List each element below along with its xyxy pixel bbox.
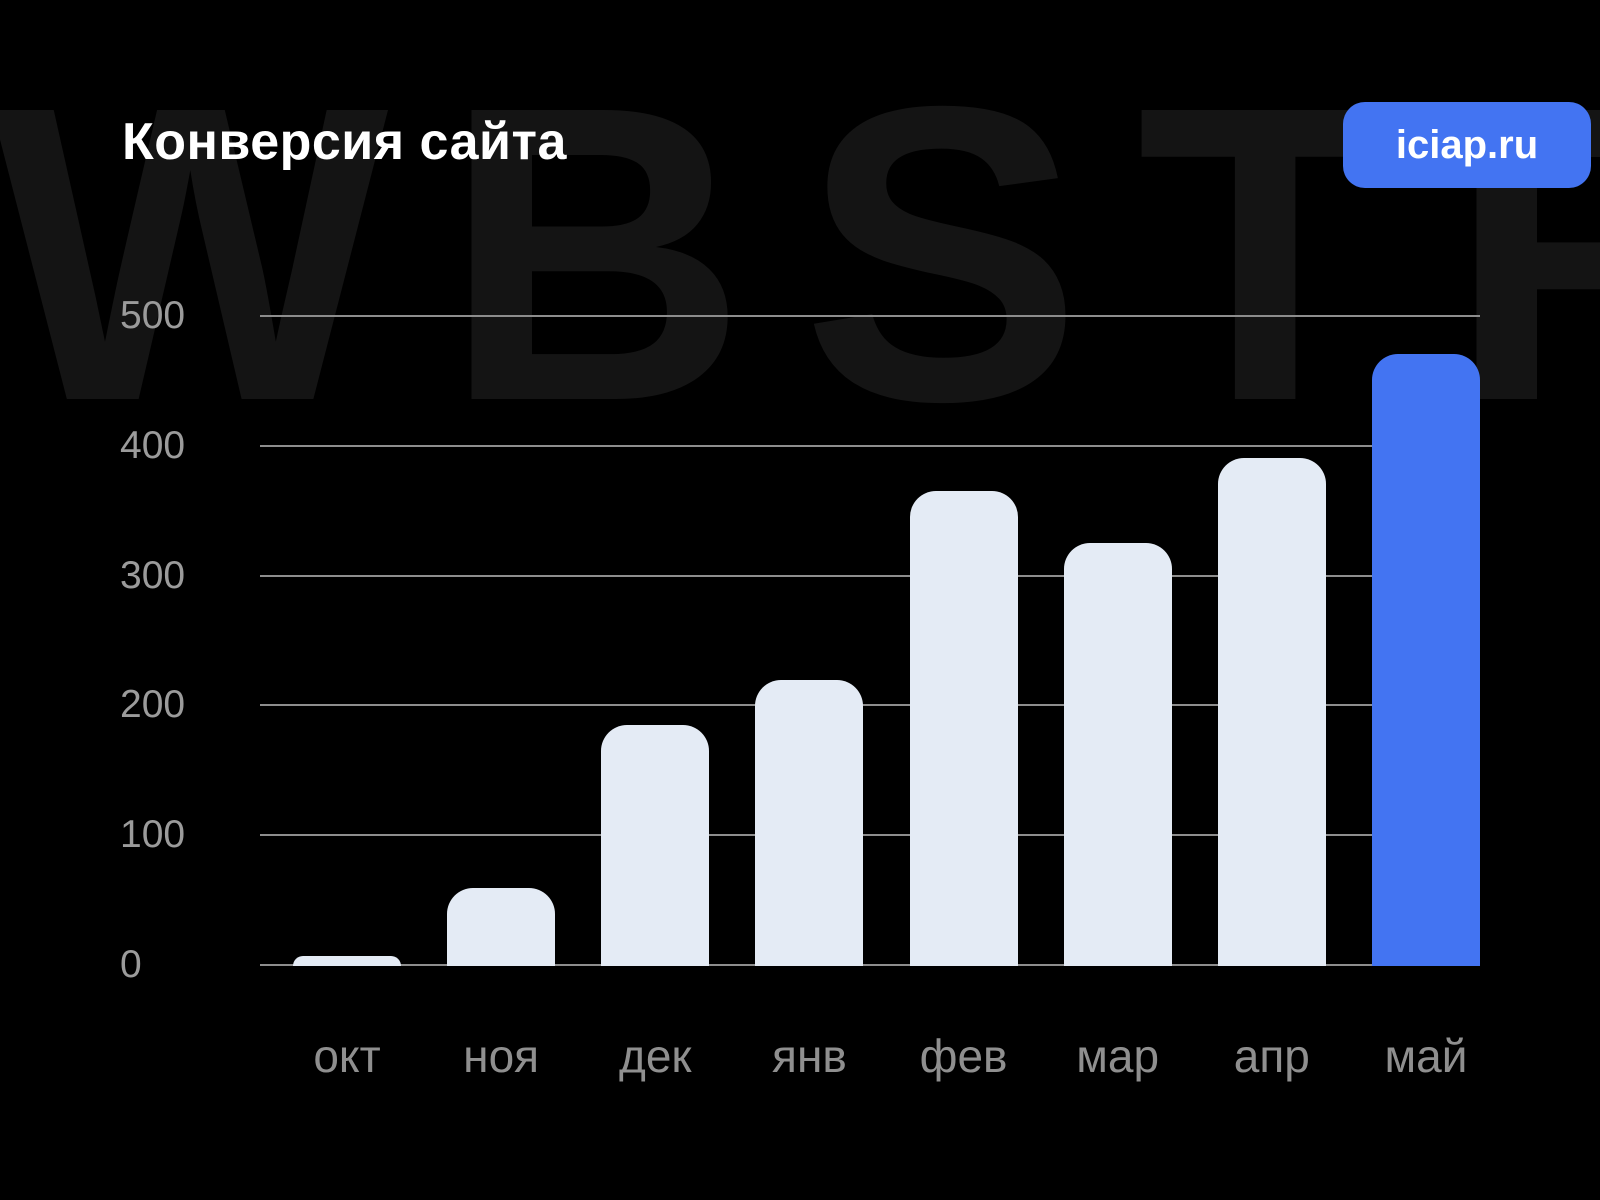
gridline-300 [260,574,1480,577]
chart-title: Конверсия сайта [122,113,567,171]
bar-янв [755,679,864,966]
bar-апр [1217,458,1326,966]
y-tick-200: 200 [120,683,186,727]
x-label-янв: янв [772,1030,847,1082]
background-watermark-text: WBSTR [0,20,1600,489]
y-tick-300: 300 [120,553,186,597]
bar-мар [1063,542,1172,966]
bar-chart-plot-area [260,315,1480,966]
x-label-апр: апр [1233,1030,1310,1082]
x-label-дек: дек [618,1030,692,1082]
x-label-окт: окт [313,1030,381,1082]
y-tick-0: 0 [120,943,142,986]
bar-фев [909,490,1018,966]
x-label-май: май [1384,1030,1468,1082]
gridline-400 [260,444,1480,447]
bar-ноя [447,887,556,966]
y-tick-400: 400 [120,423,186,467]
x-label-ноя: ноя [463,1030,540,1082]
gridline-100 [260,834,1480,837]
site-url-badge[interactable]: iciap.ru [1343,102,1591,188]
bar-май [1371,354,1480,966]
gridline-200 [260,704,1480,707]
site-url-label: iciap.ru [1395,122,1539,167]
x-label-мар: мар [1076,1030,1160,1082]
y-tick-100: 100 [120,813,186,857]
y-tick-500: 500 [120,294,186,337]
gridline-0 [260,964,1480,966]
bar-дек [601,725,710,966]
bar-окт [293,955,401,966]
x-label-фев: фев [919,1030,1008,1082]
gridline-500 [260,315,1480,317]
